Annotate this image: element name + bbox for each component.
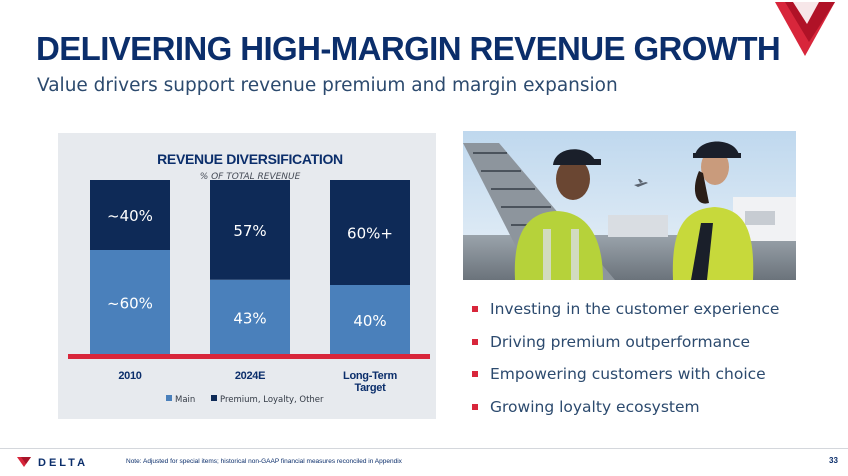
bar-main-2: [330, 285, 410, 355]
page-number: 33: [829, 456, 838, 465]
bar-main-0: [90, 250, 170, 355]
legend-swatch-1: [211, 395, 217, 401]
delta-footer-logo: DELTA: [17, 457, 88, 468]
list-item-text: Driving premium outperformance: [490, 332, 750, 351]
bullet-icon: [472, 338, 478, 345]
category-label: Target: [354, 382, 386, 394]
category-label: 2024E: [235, 370, 265, 382]
list-item: Growing loyalty ecosystem: [472, 395, 779, 428]
legend-label-0: Main: [175, 395, 195, 405]
bullet-icon: [472, 403, 478, 410]
ground-agent: [514, 149, 603, 280]
staff-photo: [463, 131, 796, 280]
list-item: Driving premium outperformance: [472, 330, 779, 363]
bar-value-label: 57%: [233, 222, 266, 240]
chart-legend: Main Premium, Loyalty, Other: [166, 395, 324, 405]
chart-canvas: REVENUE DIVERSIFICATION % OF TOTAL REVEN…: [68, 151, 430, 405]
slide-subtitle: Value drivers support revenue premium an…: [37, 75, 618, 96]
chart-bars: ~60% ~40% 43% 57% 40% 60%+: [90, 180, 410, 355]
bar-premium-0: [90, 180, 170, 250]
list-item-text: Investing in the customer experience: [490, 300, 780, 318]
bar-value-label: 60%+: [347, 225, 393, 243]
delta-widget-logo: [775, 2, 835, 56]
bar-value-label: 40%: [353, 312, 386, 330]
bullet-icon: [472, 306, 478, 312]
bar-value-label: ~40%: [107, 207, 153, 225]
chart-title: REVENUE DIVERSIFICATION: [157, 151, 343, 167]
list-item-text: Empowering customers with choice: [490, 365, 766, 383]
bar-premium-2: [330, 180, 410, 285]
chart-subtitle: % OF TOTAL REVENUE: [200, 172, 301, 182]
legend-swatch-0: [166, 395, 172, 401]
list-item: Investing in the customer experience: [472, 297, 779, 330]
bar-value-label: 43%: [233, 309, 266, 327]
bar-main-1: [210, 279, 290, 355]
list-item: Empowering customers with choice: [472, 362, 779, 395]
slide-title: DELIVERING HIGH-MARGIN REVENUE GROWTH: [36, 30, 781, 67]
airplane-icon: [634, 179, 648, 187]
pilot: [672, 141, 754, 280]
value-drivers-list: Investing in the customer experience Dri…: [472, 297, 779, 427]
revenue-diversification-chart: REVENUE DIVERSIFICATION % OF TOTAL REVEN…: [58, 133, 436, 419]
baseline-rule: [68, 354, 430, 359]
bar-value-label: ~60%: [107, 295, 153, 313]
bar-premium-1: [210, 180, 290, 280]
footer-divider: [0, 448, 848, 449]
footer-note: Note: Adjusted for special items; histor…: [126, 458, 402, 465]
list-item-text: Growing loyalty ecosystem: [490, 397, 700, 416]
category-label: 2010: [118, 370, 141, 382]
bullet-icon: [472, 371, 478, 377]
legend-label-1: Premium, Loyalty, Other: [220, 395, 324, 405]
footer-logo-text: DELTA: [38, 457, 88, 468]
category-label: Long-Term: [343, 370, 397, 382]
